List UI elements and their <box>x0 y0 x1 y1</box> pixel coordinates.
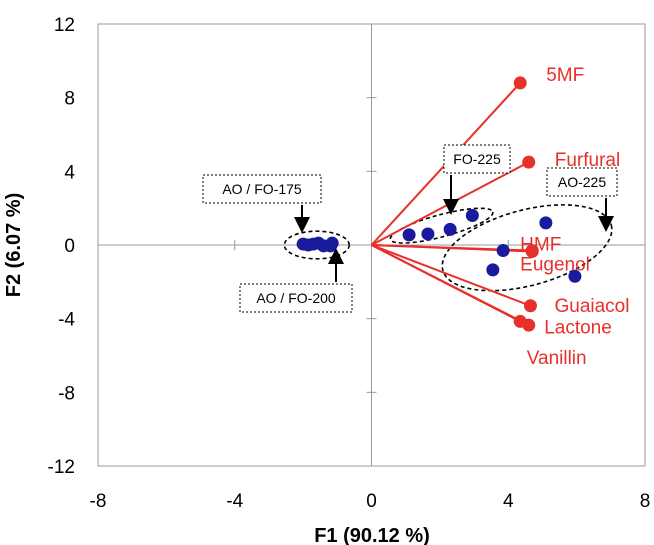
group-ellipse <box>389 207 494 244</box>
variable-vector <box>371 244 531 307</box>
x-tick-label: 8 <box>640 491 651 512</box>
variable-point <box>513 76 527 90</box>
variable-label: 5MF <box>546 65 584 86</box>
observation-point <box>486 263 500 277</box>
y-tick-label: -8 <box>58 383 75 404</box>
y-tick-label: 0 <box>64 236 75 257</box>
observation-point <box>496 244 510 258</box>
y-tick-label: 8 <box>64 89 75 110</box>
group-label-box <box>546 167 618 197</box>
group-label: AO / FO-200 <box>256 290 336 306</box>
variable-label: Furfural <box>555 150 620 171</box>
y-tick-label: 4 <box>64 162 75 183</box>
variable-label: Eugenol <box>520 254 590 275</box>
variable-point <box>523 299 537 313</box>
variable-label: Guaiacol <box>554 296 629 317</box>
variable-label: Lactone <box>544 317 612 338</box>
variable-label: Vanillin <box>527 348 587 369</box>
observation-point <box>421 227 435 241</box>
x-tick-label: -4 <box>226 491 243 512</box>
variable-point <box>522 318 536 332</box>
observation-point <box>325 236 339 250</box>
group-annotations: AO / FO-175 AO / FO-200 FO-225 AO-225 <box>202 144 618 313</box>
y-tick-label: -4 <box>58 310 75 331</box>
observation-point <box>443 222 457 236</box>
x-tick-label: -8 <box>90 491 107 512</box>
group-ellipse <box>283 230 351 260</box>
x-tick-label: 4 <box>503 491 514 512</box>
group-label: AO / FO-175 <box>222 181 302 197</box>
variable-point <box>522 155 536 169</box>
y-tick-label: 12 <box>54 15 75 36</box>
y-tick-label: -12 <box>48 457 75 478</box>
variable-label: HMF <box>520 235 561 256</box>
x-tick-label: 0 <box>366 491 377 512</box>
variable-point <box>525 244 539 258</box>
group-label: FO-225 <box>453 151 501 167</box>
observation-points <box>296 209 582 283</box>
variable-vectors <box>370 76 539 332</box>
axes-layer: -8 -4 0 4 8 12 8 4 0 -4 -8 -12 <box>48 15 651 512</box>
observation-point <box>539 216 553 230</box>
group-label-box <box>202 174 322 204</box>
y-axis-title: F2 (6.07 %) <box>3 193 25 297</box>
group-label-box <box>239 283 353 313</box>
variable-vector <box>371 244 530 327</box>
observation-point <box>402 228 416 242</box>
observation-point <box>568 269 582 283</box>
group-label: AO-225 <box>558 174 606 190</box>
x-axis-title: F1 (90.12 %) <box>314 525 430 545</box>
observation-point <box>465 209 479 223</box>
group-label-box <box>443 144 511 174</box>
